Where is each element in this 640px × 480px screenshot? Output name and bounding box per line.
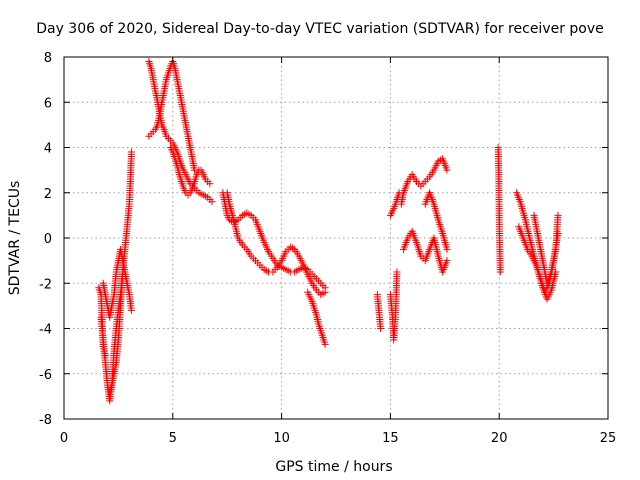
data-point <box>443 257 451 265</box>
data-point <box>321 288 329 296</box>
data-point <box>554 211 562 219</box>
data-point <box>443 245 451 253</box>
x-tick-label: 0 <box>60 431 68 446</box>
data-point <box>377 325 385 332</box>
y-tick-label: -6 <box>39 368 52 383</box>
y-tick-label: 2 <box>44 187 52 202</box>
axis-ticks: 0 5 10 15 20 25 -8 -6 -4 -2 0 2 4 6 8 <box>39 51 616 446</box>
data-point <box>321 340 329 348</box>
x-tick-label: 15 <box>382 431 399 446</box>
y-tick-label: -2 <box>39 277 52 292</box>
y-tick-label: -4 <box>39 323 52 338</box>
x-tick-label: 25 <box>600 431 617 446</box>
data-point <box>443 166 451 174</box>
data-point <box>393 268 401 276</box>
y-tick-label: 6 <box>44 96 52 111</box>
x-tick-label: 10 <box>273 431 290 446</box>
y-tick-label: -8 <box>39 413 52 428</box>
data-point <box>119 268 127 276</box>
y-axis-label: SDTVAR / TECUs <box>7 181 23 296</box>
y-tick-label: 8 <box>44 51 52 66</box>
x-axis-label: GPS time / hours <box>275 459 392 475</box>
x-tick-label: 5 <box>169 431 177 446</box>
data-point <box>208 198 216 206</box>
data-point <box>496 268 504 276</box>
data-point <box>127 148 135 156</box>
data-point <box>206 180 214 188</box>
x-tick-label: 20 <box>491 431 508 446</box>
data-point <box>127 306 135 314</box>
data-points <box>95 58 562 405</box>
y-tick-label: 4 <box>44 142 52 157</box>
y-tick-label: 0 <box>44 232 52 247</box>
chart-title: Day 306 of 2020, Sidereal Day-to-day VTE… <box>36 21 604 37</box>
